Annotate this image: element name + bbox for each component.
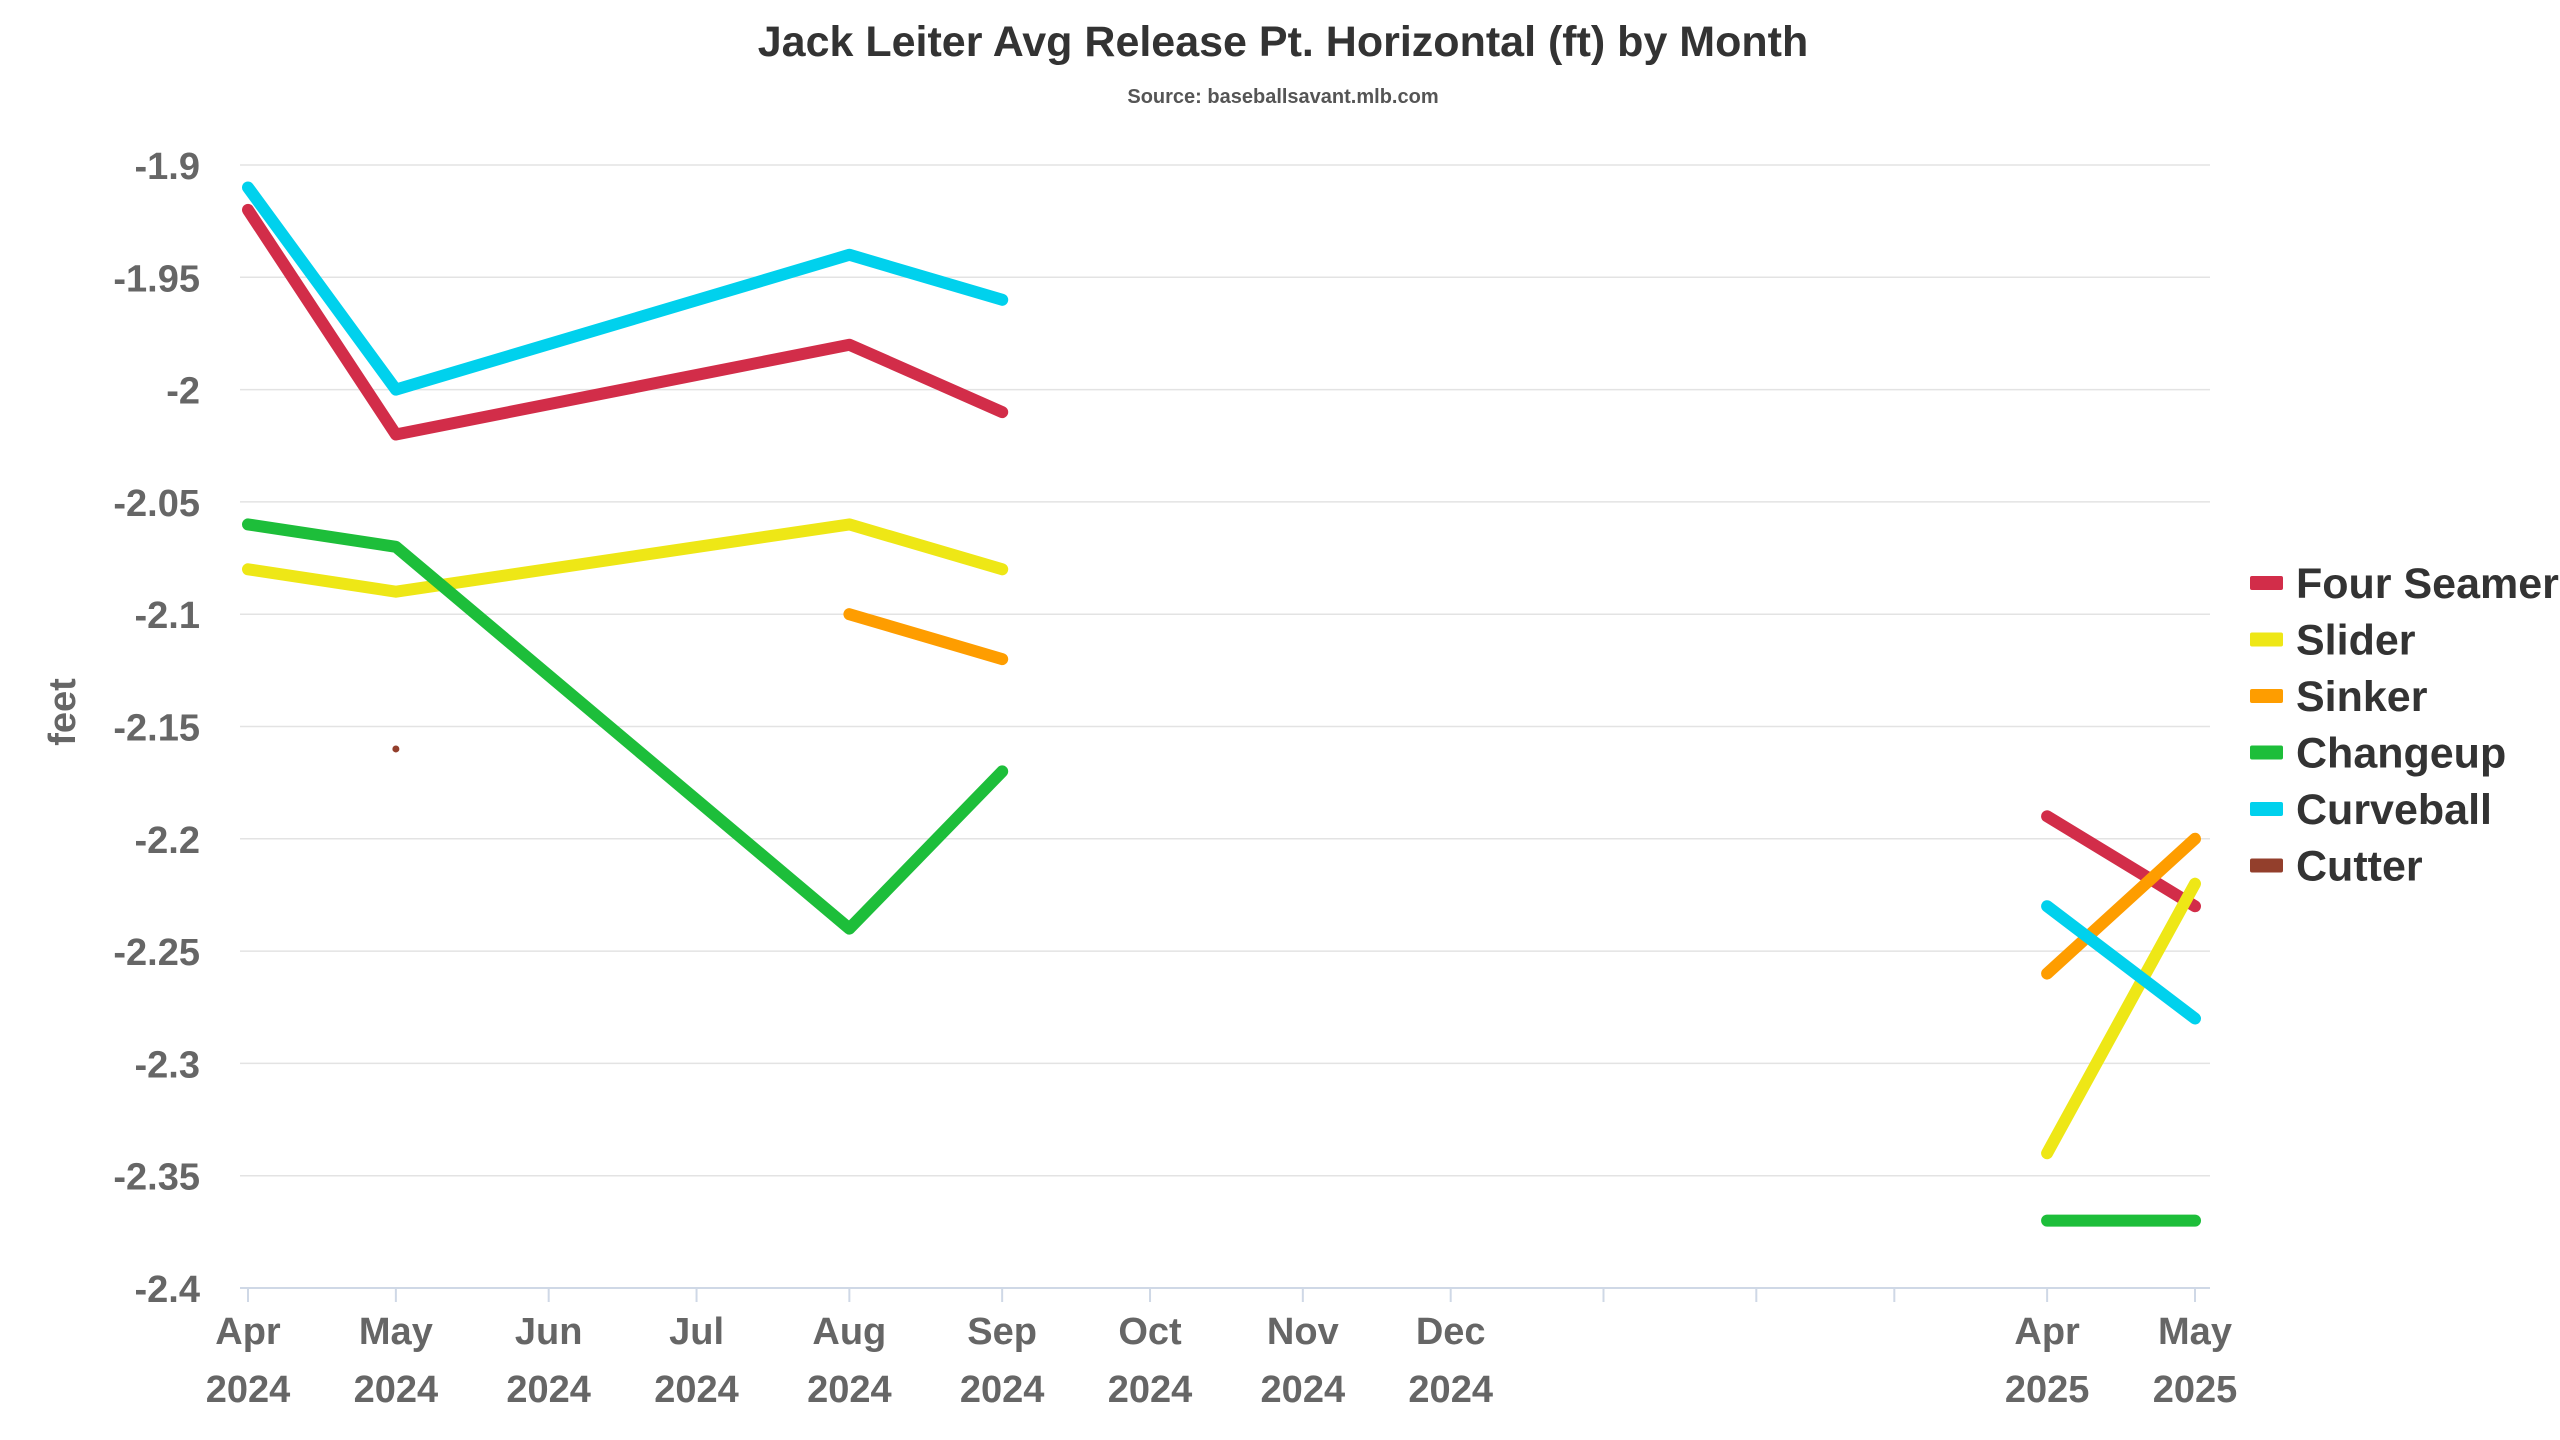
series-lines: [242, 181, 2201, 1227]
legend-item-cutter[interactable]: Cutter: [2250, 843, 2423, 891]
series-line-curveball: [2041, 900, 2201, 1025]
y-tick-label: -2.4: [135, 1269, 200, 1311]
series-line-slider: [2041, 877, 2201, 1160]
legend-label: Cutter: [2296, 843, 2423, 891]
legend-item-slider[interactable]: Slider: [2250, 617, 2416, 665]
series-point-cutter: [392, 745, 400, 753]
y-tick-label: -2.35: [113, 1157, 200, 1199]
y-tick-label: -2.1: [135, 595, 200, 637]
x-tick-label-year: 2024: [506, 1369, 591, 1411]
y-tick-label: -2.05: [113, 483, 200, 525]
series-line-four-seamer: [242, 203, 1009, 441]
x-tick-label-year: 2024: [1261, 1369, 1346, 1411]
x-tick-label-year: 2024: [654, 1369, 739, 1411]
legend-item-four-seamer[interactable]: Four Seamer: [2250, 560, 2559, 608]
legend[interactable]: Four Seamer Slider Sinker Changeup Curveball…: [2250, 560, 2559, 891]
x-tick-label-year: 2024: [960, 1369, 1045, 1411]
series-line-sinker: [843, 608, 1009, 666]
legend-swatch: [2250, 576, 2283, 590]
legend-label: Four Seamer: [2296, 560, 2559, 608]
x-tick-label-month: May: [2158, 1311, 2232, 1353]
y-tick-label: -2.25: [113, 932, 200, 974]
x-tick-label-month: Jul: [669, 1311, 724, 1353]
y-tick-label: -2.2: [135, 820, 200, 862]
y-tick-label: -1.95: [113, 258, 200, 300]
chart-subtitle: Source: baseballsavant.mlb.com: [1127, 86, 1438, 108]
x-tick-label-year: 2025: [2005, 1369, 2090, 1411]
y-axis-ticks: -1.9 -1.95 -2 -2.05 -2.1 -2.15 -2.2 -2.25 -2.3 -2…: [113, 146, 200, 1311]
x-tick-label-month: Apr: [215, 1311, 281, 1353]
x-tick-label-month: Jun: [515, 1311, 583, 1353]
legend-item-changeup[interactable]: Changeup: [2250, 730, 2506, 778]
legend-item-curveball[interactable]: Curveball: [2250, 786, 2492, 834]
y-tick-label: -2: [166, 371, 200, 413]
x-tick-label-year: 2025: [2153, 1369, 2238, 1411]
x-tick-label-year: 2024: [354, 1369, 439, 1411]
x-tick-label-month: May: [359, 1311, 433, 1353]
x-tick-label-year: 2024: [1408, 1369, 1493, 1411]
series-line-changeup: [242, 518, 1009, 935]
x-axis-ticks: Apr 2024 May 2024 Jun 2024 Jul 2024 Aug 2024 Sep 20…: [206, 1288, 2238, 1411]
x-tick-label-month: Oct: [1118, 1311, 1182, 1353]
gridlines: [240, 164, 2210, 1289]
y-tick-label: -1.9: [135, 146, 200, 188]
y-tick-label: -2.3: [135, 1044, 200, 1086]
x-tick-label-month: Apr: [2014, 1311, 2080, 1353]
x-tick-label-month: Nov: [1267, 1311, 1339, 1353]
series-line-sinker: [2041, 832, 2201, 980]
legend-swatch: [2250, 689, 2283, 703]
legend-item-sinker[interactable]: Sinker: [2250, 673, 2428, 721]
legend-label: Sinker: [2296, 673, 2428, 721]
series-line-slider: [242, 518, 1009, 598]
series-line-four-seamer: [2041, 810, 2201, 913]
x-tick-label-year: 2024: [206, 1369, 291, 1411]
legend-swatch: [2250, 802, 2283, 816]
legend-swatch: [2250, 858, 2283, 873]
chart-title: Jack Leiter Avg Release Pt. Horizontal (…: [758, 18, 1809, 66]
x-tick-label-month: Dec: [1416, 1311, 1486, 1353]
x-tick-label-month: Sep: [967, 1311, 1037, 1353]
series-line-curveball: [242, 181, 1009, 396]
x-tick-label-year: 2024: [807, 1369, 892, 1411]
y-tick-label: -2.15: [113, 708, 200, 750]
legend-label: Curveball: [2296, 786, 2492, 834]
y-axis-title: feet: [42, 678, 84, 746]
x-tick-label-month: Aug: [812, 1311, 886, 1353]
legend-swatch: [2250, 632, 2283, 647]
legend-label: Slider: [2296, 617, 2416, 665]
x-tick-label-year: 2024: [1108, 1369, 1193, 1411]
legend-label: Changeup: [2296, 730, 2506, 778]
legend-swatch: [2250, 745, 2283, 760]
